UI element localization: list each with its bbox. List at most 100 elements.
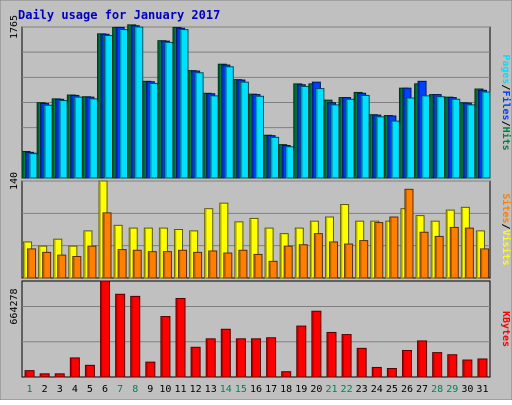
day-label-3: 3	[57, 384, 63, 395]
legend-entry-files: Files	[500, 90, 512, 120]
day-label-11: 11	[174, 384, 186, 395]
bar-kbytes-day-1	[24, 370, 35, 378]
chart-panels: 1765Pages/Files/Hits140Sites/Visits66427…	[9, 15, 512, 378]
bar-sites-day-7	[117, 249, 127, 279]
bar-sites-day-24	[374, 222, 384, 279]
bar-kbytes-day-13	[205, 338, 216, 378]
bar-kbytes-day-15	[235, 338, 246, 378]
chart-title: Daily usage for January 2017	[18, 8, 220, 22]
day-label-22: 22	[341, 384, 353, 395]
day-labels: 1 2 3 4 5 6 7 8 9 10 11 12 13 14 15 16 17 18 19 20 21 22 23 24 2…	[27, 384, 489, 395]
bar-kbytes-day-10	[160, 316, 171, 378]
legend-2: Sites/Visits	[500, 193, 512, 265]
legend-separator: /	[500, 223, 511, 229]
bar-sites-day-27	[419, 231, 429, 279]
bar-sites-day-4	[72, 256, 82, 279]
bar-sites-day-17	[268, 260, 278, 279]
bar-kbytes-day-28	[432, 352, 443, 378]
bar-kbytes-day-23	[356, 347, 367, 378]
bar-sites-day-31	[479, 248, 489, 279]
bar-sites-day-13	[208, 250, 218, 279]
bar-kbytes-day-25	[386, 368, 397, 378]
bar-sites-day-15	[238, 249, 248, 279]
bar-kbytes-day-2	[39, 373, 50, 378]
bar-sites-day-12	[193, 251, 203, 279]
day-label-13: 13	[205, 384, 217, 395]
day-label-4: 4	[72, 384, 78, 395]
day-label-9: 9	[147, 384, 153, 395]
bar-kbytes-day-14	[220, 328, 231, 378]
bar-kbytes-day-31	[477, 358, 488, 378]
bar-sites-day-29	[449, 226, 459, 279]
day-label-5: 5	[87, 384, 93, 395]
legend-3: KBytes	[500, 311, 511, 347]
day-label-14: 14	[220, 384, 232, 395]
panel-2: 140 Sites/Visits	[9, 172, 512, 279]
bar-sites-day-18	[283, 245, 293, 279]
bar-sites-day-8	[132, 249, 142, 279]
day-label-31: 31	[476, 384, 488, 395]
bar-sites-day-16	[253, 253, 263, 279]
legend-1: Pages/Files/Hits	[500, 54, 512, 150]
bar-sites-day-5	[87, 245, 97, 279]
legend-entry-hits: Hits	[500, 127, 512, 151]
bar-kbytes-day-6	[100, 280, 111, 378]
bar-sites-day-25	[389, 216, 399, 279]
day-label-16: 16	[250, 384, 262, 395]
bar-sites-day-23	[359, 240, 369, 279]
bar-kbytes-day-5	[84, 364, 95, 378]
day-label-27: 27	[416, 384, 428, 395]
y-axis-max-label: 664278	[9, 288, 20, 324]
bar-kbytes-day-17	[266, 337, 277, 378]
bar-sites-day-3	[57, 254, 67, 279]
day-label-20: 20	[310, 384, 322, 395]
day-label-2: 2	[42, 384, 48, 395]
bar-sites-day-20	[313, 233, 323, 279]
bar-sites-day-6	[102, 212, 112, 279]
bar-sites-day-22	[344, 243, 354, 279]
bar-sites-day-26	[404, 188, 414, 279]
day-label-26: 26	[401, 384, 413, 395]
legend-separator: /	[500, 84, 511, 90]
legend-entry-sites: Sites	[500, 193, 512, 223]
legend-separator: /	[500, 121, 511, 127]
bar-pages-day-31	[481, 91, 491, 179]
bar-kbytes-day-22	[341, 334, 352, 378]
legend-entry-kbytes: KBytes	[500, 311, 511, 347]
bar-sites-day-30	[464, 227, 474, 279]
day-label-7: 7	[117, 384, 123, 395]
bar-kbytes-day-24	[371, 366, 382, 378]
day-label-21: 21	[325, 384, 337, 395]
y-axis-max-label: 140	[9, 172, 20, 190]
bar-kbytes-day-12	[190, 346, 201, 378]
bar-kbytes-day-8	[130, 295, 141, 378]
day-label-17: 17	[265, 384, 277, 395]
legend-entry-visits: Visits	[500, 230, 512, 266]
bar-kbytes-day-4	[69, 357, 80, 378]
bar-kbytes-day-7	[115, 293, 126, 378]
day-label-10: 10	[159, 384, 171, 395]
panel-3: 664278 KBytes	[9, 280, 511, 378]
day-label-23: 23	[356, 384, 368, 395]
bar-kbytes-day-3	[54, 373, 65, 378]
legend-entry-pages: Pages	[500, 54, 511, 84]
bar-kbytes-day-9	[145, 361, 156, 378]
bar-kbytes-day-11	[175, 298, 186, 378]
bar-kbytes-day-29	[447, 354, 458, 378]
bar-sites-day-28	[434, 235, 444, 279]
bar-kbytes-day-26	[401, 349, 412, 378]
bar-sites-day-9	[147, 251, 157, 279]
day-label-29: 29	[446, 384, 458, 395]
bar-sites-day-1	[27, 248, 37, 279]
bar-kbytes-day-19	[296, 325, 307, 378]
day-label-8: 8	[132, 384, 138, 395]
day-label-30: 30	[461, 384, 473, 395]
bar-kbytes-day-20	[311, 310, 322, 378]
bar-sites-day-2	[42, 251, 52, 279]
bar-kbytes-day-21	[326, 331, 337, 378]
bar-kbytes-day-30	[462, 359, 473, 378]
day-label-1: 1	[27, 384, 33, 395]
day-label-19: 19	[295, 384, 307, 395]
